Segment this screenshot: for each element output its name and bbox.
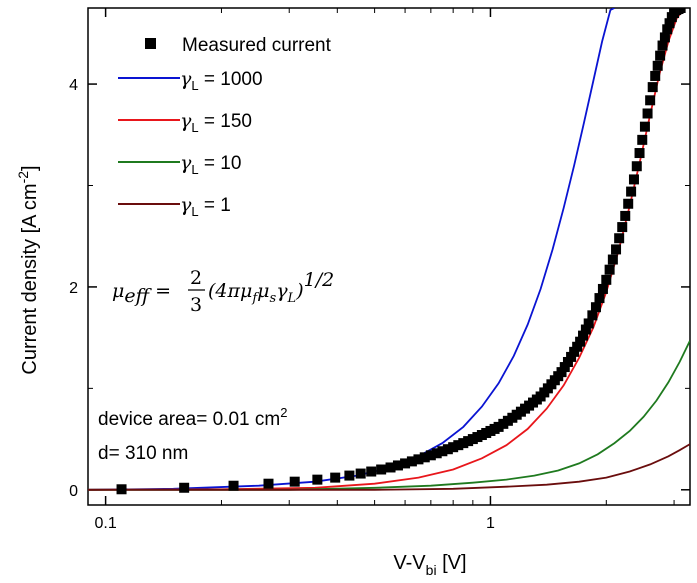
formula-lhs: μeff = <box>112 280 171 307</box>
measured-point <box>431 448 442 459</box>
series-line-1 <box>88 443 690 491</box>
measured-point <box>639 121 650 132</box>
measured-point <box>392 460 403 471</box>
series-line-10 <box>88 340 690 491</box>
measured-point <box>645 95 656 106</box>
measured-point <box>662 24 673 35</box>
measured-point <box>628 174 639 185</box>
measured-point <box>578 330 589 341</box>
legend-label-10: γL = 10 <box>180 152 241 177</box>
measured-point <box>620 210 631 221</box>
measured-point <box>650 70 661 81</box>
measured-point <box>607 254 618 265</box>
measured-point <box>562 356 573 367</box>
measured-point <box>583 318 594 329</box>
measured-point <box>355 468 366 479</box>
plot-border <box>87 7 691 506</box>
measured-point <box>406 456 417 467</box>
measured-point <box>623 198 634 209</box>
measured-point <box>594 293 605 304</box>
measured-point <box>637 134 648 145</box>
x-axis-label: V-Vbi [V] <box>393 552 466 578</box>
measured-point <box>617 222 628 233</box>
y-tick-label: 4 <box>69 77 78 94</box>
formula-body: (4πμfμsγL)1/2 <box>208 269 334 306</box>
device-area-annotation: device area= 0.01 cm2 <box>98 405 287 430</box>
measured-point <box>652 60 663 71</box>
x-tick-label: 1 <box>486 515 495 532</box>
measured-point <box>601 274 612 285</box>
measured-point <box>556 367 567 378</box>
measured-point <box>626 186 637 197</box>
measured-point <box>655 50 666 61</box>
measured-point <box>425 450 436 461</box>
measured-point <box>179 482 190 493</box>
measured-point <box>437 446 448 457</box>
x-tick-label: 0.1 <box>94 515 116 532</box>
measured-point <box>442 444 453 455</box>
measured-point <box>675 8 686 13</box>
measured-point <box>330 472 341 483</box>
series-line-150 <box>88 8 686 491</box>
measured-point <box>597 283 608 294</box>
legend-label-1: γL = 1 <box>180 194 231 219</box>
measured-point <box>263 478 274 489</box>
measured-point <box>400 458 411 469</box>
measured-point <box>580 324 591 335</box>
measured-point <box>116 484 127 495</box>
legend: Measured current γL = 1000 γL = 150 γL =… <box>118 35 332 219</box>
measured-point <box>385 462 396 473</box>
y-tick-label: 0 <box>69 483 78 500</box>
plot-frame <box>87 7 691 506</box>
measured-point <box>566 351 577 362</box>
measured-point <box>659 32 670 43</box>
measured-point <box>647 82 658 93</box>
thickness-annotation: d= 310 nm <box>98 443 188 464</box>
legend-marker-measured <box>145 38 156 49</box>
measured-point <box>569 346 580 357</box>
legend-label-1000: γL = 1000 <box>180 68 263 93</box>
measured-point <box>289 476 300 487</box>
measured-point <box>572 341 583 352</box>
measured-point <box>634 148 645 159</box>
measured-point <box>604 264 615 275</box>
measured-point <box>376 464 387 475</box>
measured-point <box>631 161 642 172</box>
legend-label-measured: Measured current <box>182 35 332 56</box>
series-layer <box>88 8 690 495</box>
measured-point <box>664 18 675 29</box>
measured-point <box>642 108 653 119</box>
measured-point <box>575 336 586 347</box>
measured-point <box>228 480 239 491</box>
y-tick-label: 2 <box>69 280 78 297</box>
measured-point <box>419 452 430 463</box>
formula-denominator: 3 <box>190 294 202 316</box>
measured-point <box>590 302 601 313</box>
measured-point <box>587 310 598 321</box>
measured-point <box>448 442 459 453</box>
measured-point <box>611 244 622 255</box>
mobility-formula: μeff = 2 3 (4πμfμsγL)1/2 <box>112 267 334 316</box>
y-axis-label: Current density [A cm-2] <box>15 165 41 374</box>
measured-point <box>559 362 570 373</box>
formula-numerator: 2 <box>190 267 202 289</box>
measured-point <box>614 233 625 244</box>
measured-point <box>657 40 668 51</box>
measured-point <box>413 454 424 465</box>
measured-point <box>344 470 355 481</box>
legend-label-150: γL = 150 <box>180 110 252 135</box>
measured-point <box>312 474 323 485</box>
measured-point <box>366 466 377 477</box>
x-axis-ticks: 0.1 1 <box>94 8 675 532</box>
